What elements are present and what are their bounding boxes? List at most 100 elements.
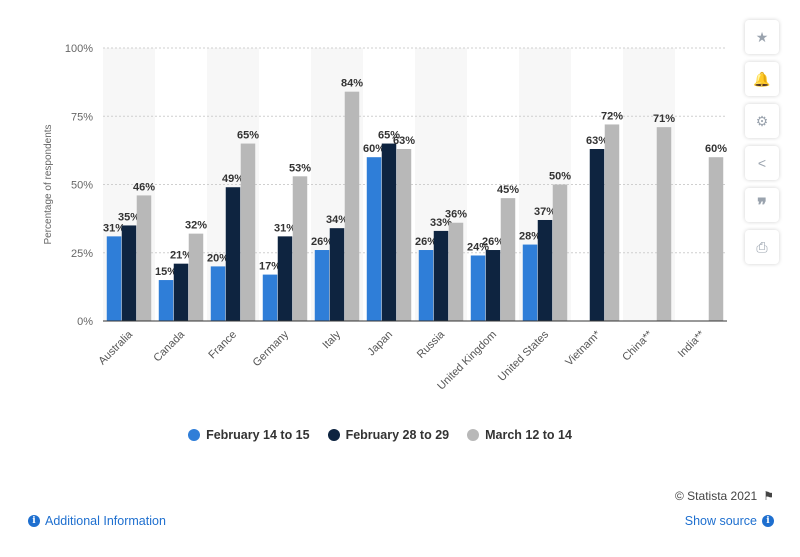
data-label: 33% <box>430 217 452 229</box>
data-label: 31% <box>103 222 125 234</box>
bar <box>656 127 672 321</box>
legend-item-series-2[interactable]: February 28 to 29 <box>327 428 449 442</box>
data-label: 32% <box>185 220 207 232</box>
data-label: 63% <box>393 135 415 147</box>
y-tick-label: 75% <box>71 111 93 123</box>
bar <box>344 91 360 322</box>
bar <box>708 157 724 321</box>
cite-button[interactable]: ❞ <box>745 188 779 222</box>
flag-icon: ⚑ <box>763 489 774 503</box>
legend-item-series-1[interactable]: February 14 to 15 <box>188 428 310 442</box>
bar <box>433 230 449 321</box>
notification-button[interactable]: 🔔 <box>745 62 779 96</box>
data-label: 49% <box>222 173 244 185</box>
bar <box>500 198 516 321</box>
bar <box>240 143 256 321</box>
bar <box>418 250 434 321</box>
bar <box>329 228 345 321</box>
credit-text: © Statista 2021 <box>675 489 758 503</box>
y-axis-title: Percentage of respondents <box>43 124 54 244</box>
star-icon: ★ <box>755 28 769 45</box>
x-tick-label: China** <box>620 328 655 363</box>
data-label: 26% <box>311 236 333 248</box>
data-label: 50% <box>549 171 571 183</box>
x-tick-label: France <box>206 329 239 362</box>
data-label: 45% <box>497 184 519 196</box>
settings-button[interactable]: ⚙ <box>745 104 779 138</box>
bar <box>292 176 308 321</box>
legend-item-series-3[interactable]: March 12 to 14 <box>467 428 572 442</box>
info-icon: i <box>762 515 774 527</box>
data-label: 17% <box>259 261 281 273</box>
legend-marker <box>467 429 480 441</box>
print-button[interactable]: ⎙ <box>745 230 779 264</box>
data-label: 35% <box>118 211 140 223</box>
statista-credit[interactable]: © Statista 2021 ⚑ <box>675 489 774 503</box>
bar <box>173 263 189 321</box>
bar <box>589 149 605 321</box>
gear-icon: ⚙ <box>755 112 769 129</box>
y-tick-label: 100% <box>65 43 93 55</box>
bar <box>552 184 568 321</box>
x-tick-label: Vietnam* <box>563 328 603 368</box>
bar <box>106 236 122 321</box>
chart-legend: February 14 to 15 February 28 to 29 Marc… <box>0 428 760 442</box>
share-icon: < <box>757 155 767 171</box>
legend-label: February 14 to 15 <box>206 428 310 442</box>
data-label: 24% <box>467 241 489 253</box>
additional-information-label: Additional Information <box>45 514 166 528</box>
bar <box>121 225 137 321</box>
bar <box>470 255 486 321</box>
data-label: 65% <box>237 130 259 142</box>
data-label: 31% <box>274 222 296 234</box>
data-label: 63% <box>586 135 608 147</box>
bar-chart: 0% 25% 50% 75% 100% Percentage of respondents… <box>43 43 727 392</box>
legend-marker <box>327 429 340 441</box>
bar <box>396 149 412 321</box>
legend-marker <box>188 429 201 441</box>
data-label: 20% <box>207 252 229 264</box>
data-label: 60% <box>363 143 385 155</box>
print-icon: ⎙ <box>756 238 768 255</box>
additional-information-link[interactable]: i Additional Information <box>28 514 166 528</box>
favorite-button[interactable]: ★ <box>745 20 779 54</box>
bar <box>522 244 538 321</box>
bar <box>314 250 330 321</box>
y-tick-label: 50% <box>71 180 93 192</box>
data-label: 37% <box>534 206 556 218</box>
x-tick-label: United States <box>496 328 552 384</box>
legend-label: March 12 to 14 <box>485 428 572 442</box>
bell-icon: 🔔 <box>753 70 771 87</box>
show-source-link[interactable]: Show source i <box>685 514 774 528</box>
x-tick-label: Russia <box>415 328 448 361</box>
bar <box>188 233 204 321</box>
data-label: 71% <box>653 113 675 125</box>
bar <box>485 250 501 321</box>
x-tick-label: Italy <box>320 328 343 351</box>
data-label: 26% <box>415 236 437 248</box>
data-label: 65% <box>378 130 400 142</box>
data-label: 34% <box>326 214 348 226</box>
x-tick-label: India** <box>676 328 708 360</box>
data-label: 72% <box>601 110 623 122</box>
data-label: 46% <box>133 181 155 193</box>
data-label: 60% <box>705 143 727 155</box>
data-label: 21% <box>170 250 192 262</box>
bar <box>277 236 293 321</box>
info-icon: i <box>28 515 40 527</box>
bar <box>262 274 278 321</box>
quote-icon: ❞ <box>757 194 767 215</box>
data-label: 36% <box>445 209 467 221</box>
bar <box>210 266 226 321</box>
data-label: 53% <box>289 162 311 174</box>
bar <box>381 143 397 321</box>
data-label: 84% <box>341 78 363 90</box>
x-tick-label: Australia <box>96 328 135 367</box>
bar <box>158 280 174 321</box>
share-button[interactable]: < <box>745 146 779 180</box>
bar <box>537 219 553 321</box>
data-label: 28% <box>519 231 541 243</box>
bar <box>366 157 382 321</box>
bar <box>225 187 241 321</box>
bar <box>604 124 620 321</box>
